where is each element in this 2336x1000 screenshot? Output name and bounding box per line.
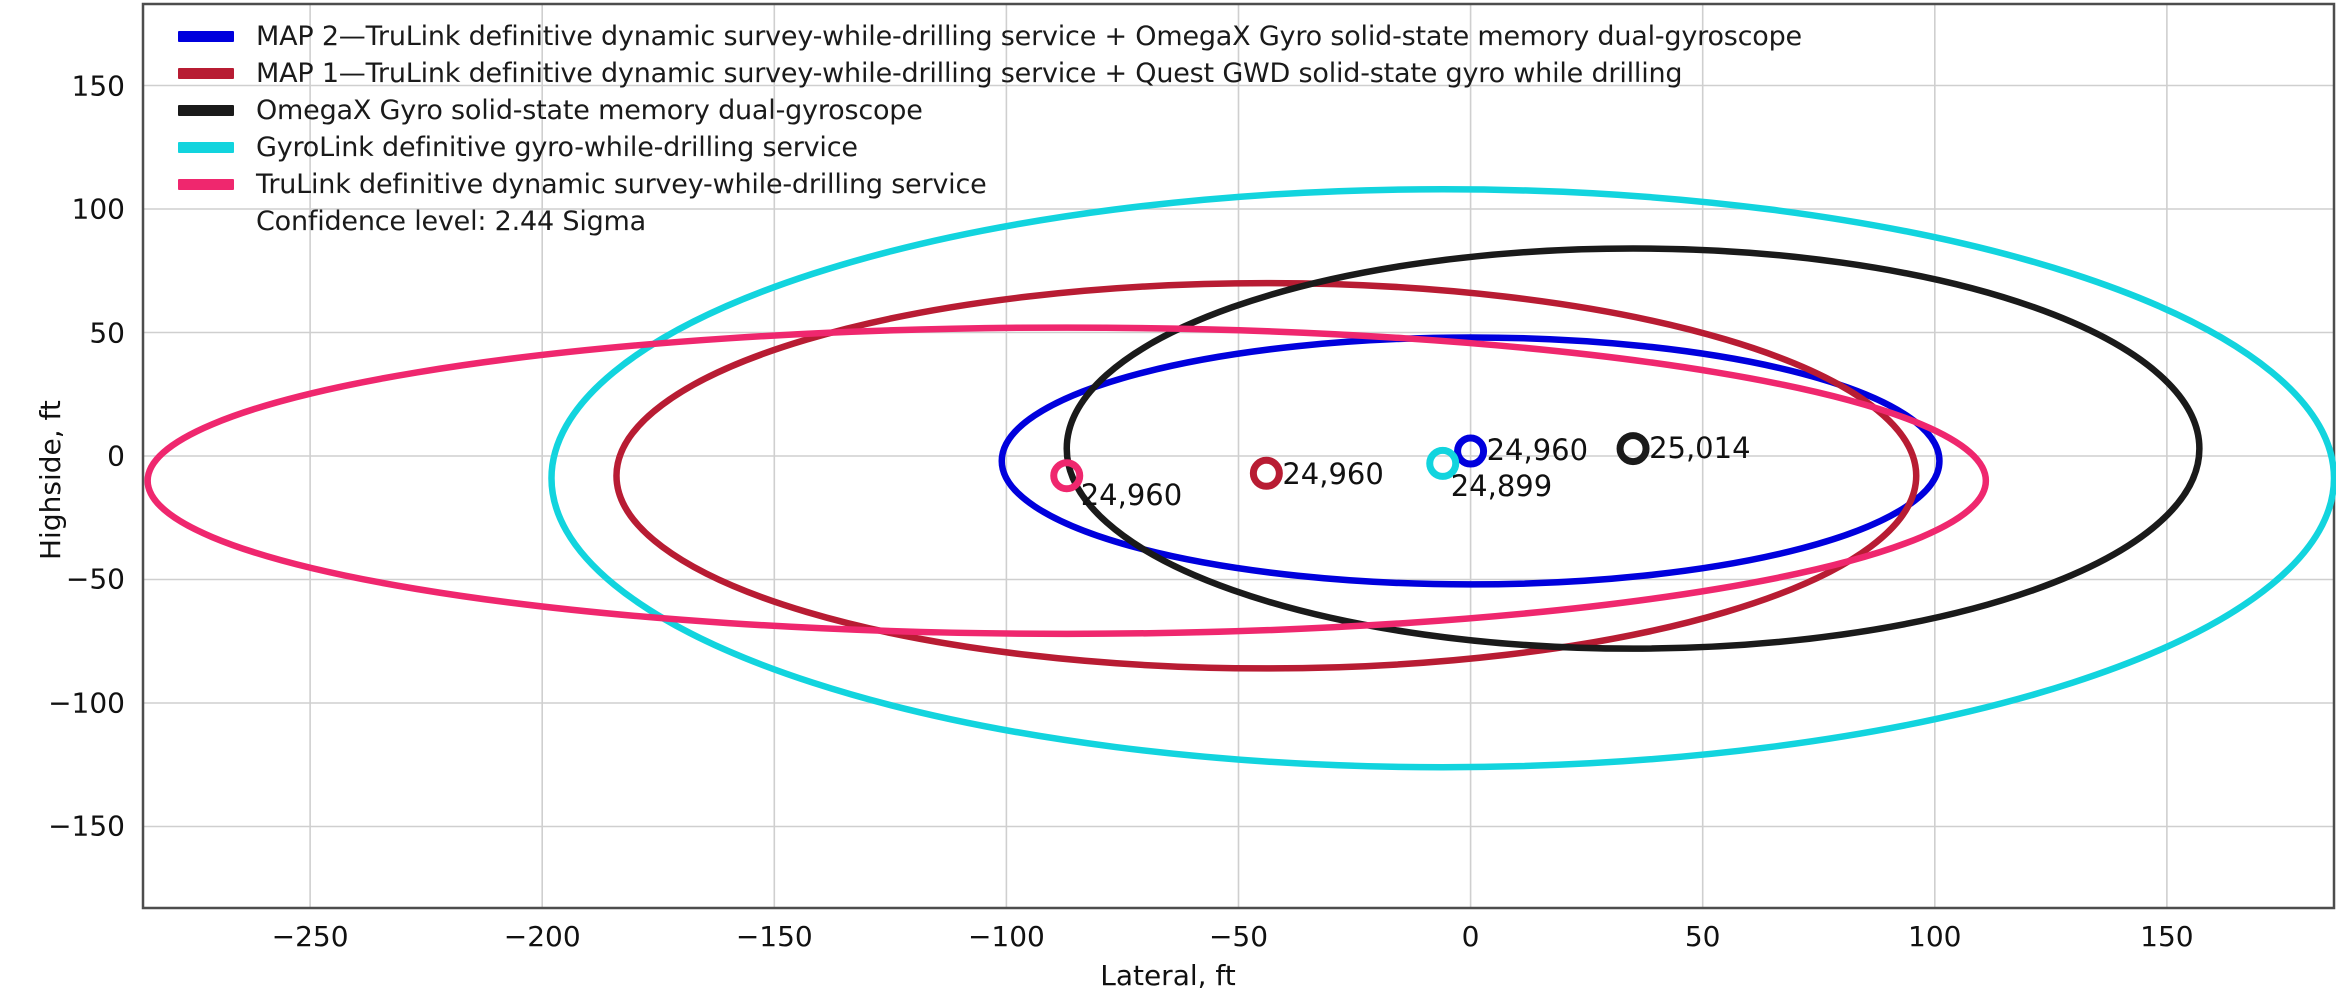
legend-item-gyrolink[interactable]: GyroLink definitive gyro-while-drilling … (178, 129, 1278, 166)
y-tick-3: 0 (107, 439, 125, 473)
y-tick-2: 50 (89, 316, 125, 349)
y-tick-0: 150 (71, 69, 125, 102)
x-tick-5: 0 (1461, 920, 1480, 953)
x-tick-4: −50 (1208, 920, 1269, 953)
legend-item-map2[interactable]: MAP 2—TruLink definitive dynamic survey-… (178, 18, 1802, 55)
legend-label-map2: MAP 2—TruLink definitive dynamic survey-… (256, 21, 1802, 52)
y-axis-label: Highside, ft (34, 400, 67, 560)
legend-item-trulink[interactable]: TruLink definitive dynamic survey-while-… (178, 166, 1278, 203)
point-label-map-1: 24,960 (1282, 457, 1384, 492)
legend-label-map1: MAP 1—TruLink definitive dynamic survey-… (256, 58, 1683, 89)
y-tick-4: −50 (65, 562, 125, 596)
y-tick-1: 100 (71, 192, 125, 226)
point-label-gyrolink: 24,899 (1450, 469, 1553, 504)
x-tick-3: −100 (967, 920, 1045, 953)
gridlines (143, 4, 2334, 908)
x-tick-0: −250 (271, 920, 349, 953)
legend-swatch-trulink (178, 179, 234, 190)
legend-item-map1[interactable]: MAP 1—TruLink definitive dynamic survey-… (178, 55, 1683, 92)
marker-map-2[interactable] (1454, 434, 1488, 468)
marker-map-1[interactable] (1249, 456, 1283, 490)
legend-swatch-gyrolink (178, 142, 234, 153)
legend-label-trulink: TruLink definitive dynamic survey-while-… (256, 169, 987, 200)
ellipse-map-1 (613, 279, 1920, 672)
point-label-omegax-gyro: 25,014 (1649, 430, 1751, 465)
uncertainty-ellipses (144, 186, 2336, 771)
x-axis-label: Lateral, ft (1100, 959, 1236, 992)
ellipse-map-2 (998, 334, 1943, 588)
marker-trulink[interactable] (1050, 459, 1084, 493)
legend-swatch-map1 (178, 68, 234, 79)
x-tick-2: −150 (735, 920, 813, 953)
ellipse-gyrolink (548, 186, 2336, 771)
x-tick-1: −200 (503, 920, 581, 953)
x-tick-7: 100 (1908, 920, 1962, 953)
legend-label-omegax: OmegaX Gyro solid-state memory dual-gyro… (256, 95, 923, 126)
point-label-map-2: 24,960 (1486, 433, 1589, 468)
ellipse-omegax-gyro (1063, 245, 2203, 652)
legend-label-gyrolink: GyroLink definitive gyro-while-drilling … (256, 132, 858, 163)
legend-item-omegax[interactable]: OmegaX Gyro solid-state memory dual-gyro… (178, 92, 1278, 129)
marker-omegax-gyro[interactable] (1616, 432, 1650, 466)
legend-swatch-omegax (178, 105, 234, 116)
ellipse-trulink (144, 324, 1990, 638)
legend-swatch-map2 (178, 31, 234, 42)
y-tick-5: −100 (48, 686, 125, 720)
y-tick-6: −150 (48, 809, 125, 843)
legend: MAP 2—TruLink definitive dynamic survey-… (178, 18, 1802, 240)
confidence-level-note: Confidence level: 2.44 Sigma (256, 206, 647, 237)
x-tick-8: 150 (2140, 920, 2194, 953)
marker-gyrolink[interactable] (1426, 446, 1460, 480)
x-tick-6: 50 (1684, 920, 1721, 953)
point-label-trulink: 24,960 (1080, 477, 1183, 512)
survey-markers (1050, 432, 1650, 493)
